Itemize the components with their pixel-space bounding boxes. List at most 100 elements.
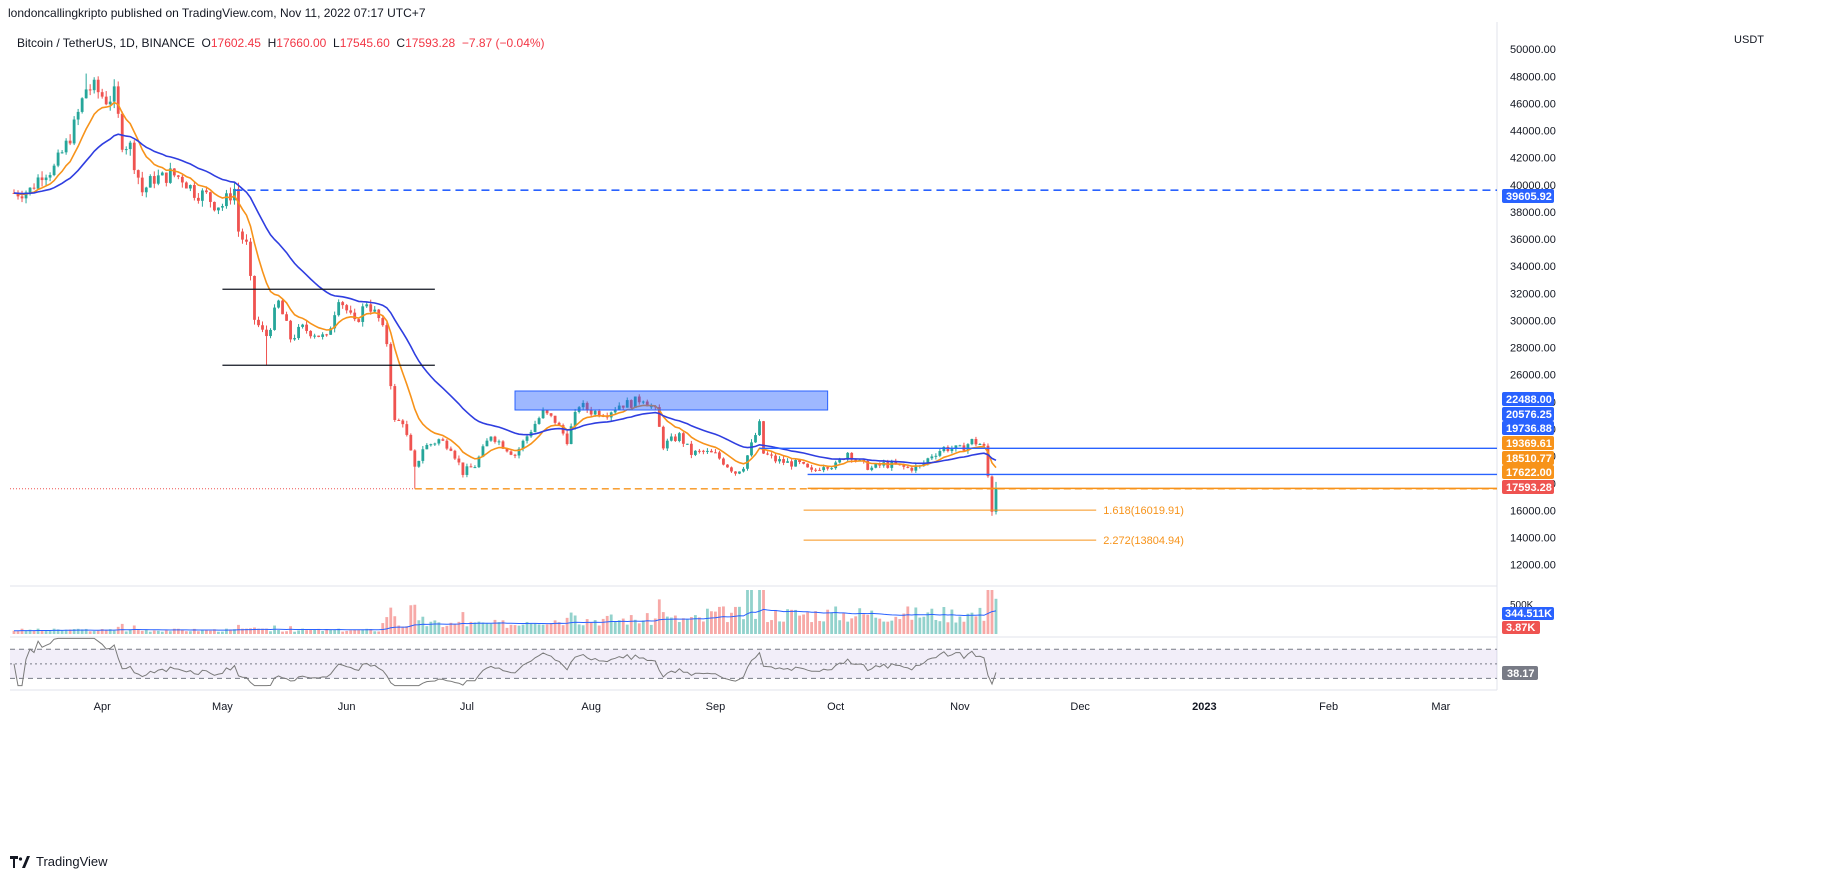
- volume-bar: [850, 618, 854, 634]
- candle-body: [850, 452, 854, 460]
- candle-body: [485, 440, 489, 447]
- price-tick-label: 48000.00: [1510, 71, 1556, 83]
- volume-bar: [361, 629, 365, 634]
- volume-bar: [317, 628, 321, 634]
- volume-bar: [641, 620, 645, 634]
- candle-body: [958, 445, 962, 447]
- candle-body: [329, 328, 333, 335]
- high-label: H: [267, 36, 277, 50]
- volume-bar: [609, 614, 613, 634]
- candle-body: [84, 89, 88, 99]
- candle-body: [76, 111, 80, 120]
- volume-bar: [669, 617, 673, 634]
- price-tag: [1502, 421, 1554, 435]
- volume-bar: [116, 626, 120, 634]
- volume-ma-line: [14, 608, 997, 632]
- candle-body: [874, 463, 878, 468]
- symbol-legend: Bitcoin / TetherUS, 1D, BINANCE O17602.4…: [17, 36, 545, 50]
- candle-body: [730, 467, 733, 472]
- rsi-line: [13, 637, 997, 687]
- footer-brand: TradingView: [36, 854, 108, 869]
- candle-body: [750, 442, 753, 456]
- volume-bar: [970, 612, 974, 634]
- volume-bar: [32, 630, 36, 634]
- volume-bar: [673, 615, 677, 634]
- volume-bar: [830, 612, 834, 634]
- time-tick-label: Apr: [94, 701, 111, 713]
- volume-bar: [377, 631, 381, 634]
- volume-bar: [168, 631, 172, 634]
- candle-body: [838, 458, 842, 463]
- candle-body: [902, 464, 906, 467]
- candle-body: [890, 461, 894, 468]
- volume-bar: [341, 631, 345, 634]
- candle-body: [188, 185, 192, 189]
- volume-bar: [84, 628, 88, 634]
- candle-body: [325, 334, 329, 336]
- volume-bar: [589, 622, 593, 634]
- volume-bar: [706, 608, 709, 634]
- candle-body: [405, 424, 409, 435]
- price-tick-label: 32000.00: [1510, 288, 1556, 300]
- volume-bar: [373, 631, 377, 634]
- tradingview-footer[interactable]: TradingView: [10, 854, 108, 869]
- candle-body: [521, 440, 525, 449]
- volume-bar: [870, 610, 874, 634]
- candle-body: [549, 413, 553, 416]
- price-tag-label: 19369.61: [1506, 438, 1552, 450]
- candle-body: [116, 86, 120, 114]
- volume-bar: [213, 629, 216, 634]
- candle-body: [974, 438, 978, 445]
- candle-body: [92, 79, 96, 91]
- volume-bar: [349, 630, 353, 634]
- volume-bar: [120, 623, 124, 634]
- volume-bar: [409, 605, 413, 634]
- candle-body: [305, 324, 309, 331]
- candle-body: [281, 300, 284, 315]
- volume-bar: [754, 618, 757, 634]
- volume-bar: [986, 590, 990, 634]
- candle-body: [289, 320, 292, 340]
- volume-bar: [902, 613, 906, 634]
- volume-bar: [345, 630, 349, 634]
- time-tick-label: Dec: [1070, 701, 1090, 713]
- price-tag: [1502, 465, 1554, 479]
- candle-body: [573, 411, 577, 427]
- candle-body: [24, 192, 28, 199]
- volume-bar: [794, 609, 797, 634]
- volume-bar: [100, 629, 104, 634]
- volume-bar: [156, 630, 160, 634]
- volume-bar: [281, 631, 284, 634]
- volume-bar: [269, 631, 272, 634]
- volume-bar: [217, 631, 220, 634]
- candle-body: [461, 462, 465, 475]
- volume-bar: [625, 624, 629, 634]
- volume-bar: [585, 619, 589, 634]
- candle-body: [381, 318, 385, 326]
- volume-bar: [537, 624, 541, 634]
- candle-body: [52, 165, 56, 176]
- volume-last-tag: [1502, 621, 1540, 634]
- candle-body: [449, 448, 453, 451]
- volume-bar: [60, 630, 64, 634]
- candle-body: [513, 454, 517, 456]
- candle-body: [417, 460, 421, 467]
- candle-body: [978, 444, 982, 446]
- volume-bar: [497, 622, 501, 634]
- volume-bar: [790, 609, 793, 634]
- rsi-band: [10, 649, 1497, 679]
- candle-body: [297, 326, 300, 339]
- candle-body: [160, 172, 164, 176]
- candle-body: [589, 409, 593, 415]
- candle-body: [677, 433, 681, 441]
- candle-body: [970, 438, 974, 445]
- volume-bar: [313, 629, 317, 634]
- candle-body: [786, 461, 789, 463]
- volume-bar: [277, 630, 280, 634]
- candle-body: [814, 469, 818, 471]
- volume-bar: [245, 628, 248, 634]
- candle-body: [152, 176, 156, 184]
- volume-bar: [96, 630, 100, 634]
